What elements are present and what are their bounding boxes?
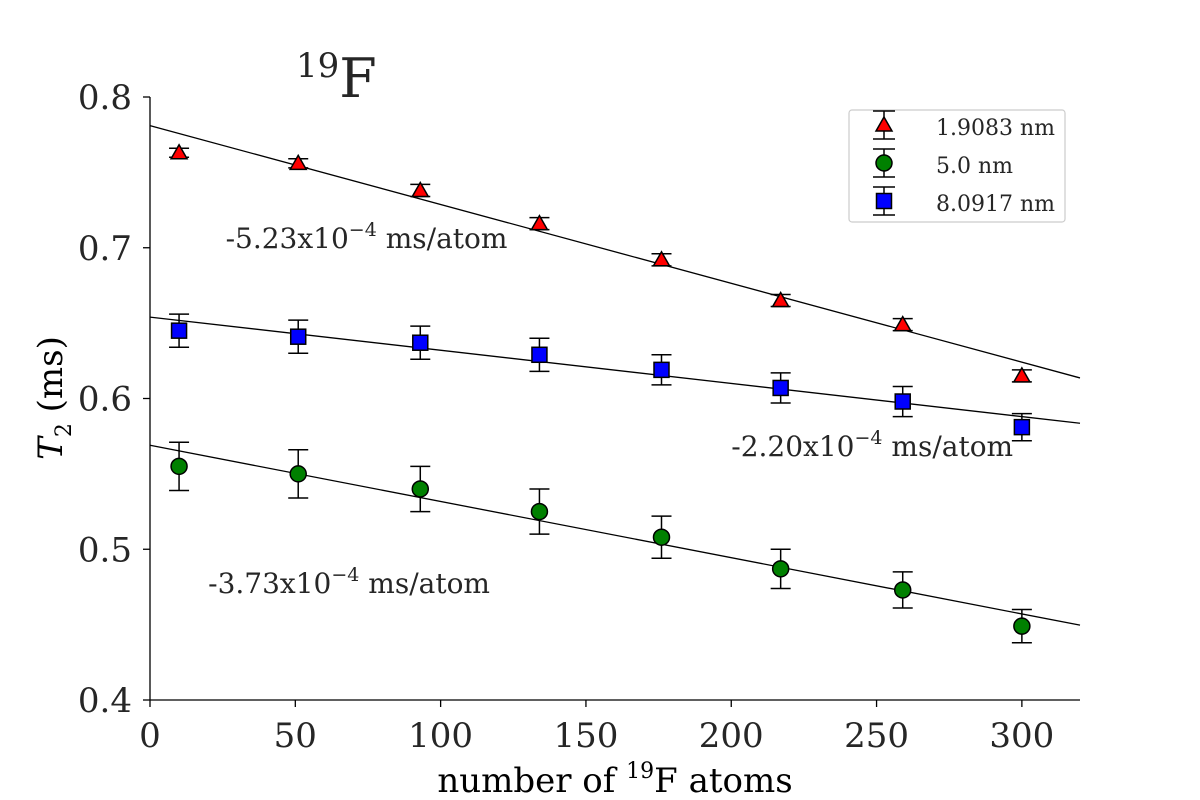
data-point-circle: [530, 502, 549, 521]
slope-annotation-3: -3.73x10−4 ms/atom: [208, 564, 490, 600]
y-axis-title-post: (ms): [31, 336, 71, 423]
data-point-triangle: [652, 250, 671, 267]
x-tick-label: 200: [699, 716, 764, 756]
data-point-circle: [411, 480, 430, 498]
legend-label-3: 8.0917 nm: [936, 192, 1055, 217]
y-axis-title-italic: T: [31, 435, 71, 460]
y-axis-title-sub: 2: [52, 423, 77, 437]
data-point-circle: [170, 457, 188, 476]
data-point-triangle: [530, 214, 549, 231]
legend-label-2: 5.0 nm: [936, 154, 1013, 179]
x-axis-title: number of 19F atoms: [437, 759, 792, 800]
slope-annotation-1: -5.23x10−4 ms/atom: [226, 219, 508, 255]
x-axis-title-post: F atoms: [654, 761, 793, 800]
data-point-circle: [289, 465, 307, 483]
data-point-square: [894, 393, 911, 410]
x-axis-title-pre: number of: [437, 761, 626, 800]
data-point-triangle: [410, 180, 430, 198]
data-point-circle: [1013, 617, 1031, 635]
legend: 1.9083 nm 5.0 nm 8.0917 nm: [848, 109, 1066, 223]
x-tick-label: 100: [408, 716, 473, 756]
y-tick-label: 0.8: [78, 78, 132, 118]
data-markers: [169, 143, 1032, 644]
x-axis-title-sup: 19: [626, 759, 654, 784]
x-tick-label: 250: [844, 716, 909, 756]
y-tick-label: 0.4: [78, 681, 132, 721]
x-tick-label: 50: [274, 716, 317, 756]
fit-line-3: [149, 316, 1081, 424]
chart-title: 19F: [296, 46, 377, 110]
data-point-triangle: [288, 153, 308, 171]
data-point-triangle: [771, 291, 790, 308]
title-main: F: [339, 47, 376, 110]
x-tick-label: 150: [553, 716, 618, 756]
data-point-square: [170, 322, 188, 339]
data-point-square: [653, 361, 670, 379]
title-superscript: 19: [296, 46, 339, 86]
y-axis-title: T2 (ms): [31, 336, 77, 460]
y-tick-label: 0.6: [78, 380, 132, 420]
data-point-square: [289, 328, 307, 345]
y-tick-label: 0.5: [78, 530, 132, 570]
axes: 0 50 100 150 200 250 300 0.4 0.5 0.6 0.7 0.8: [78, 78, 1080, 756]
legend-marker-circle: [875, 154, 893, 172]
data-point-triangle: [1012, 366, 1032, 383]
data-point-circle: [893, 581, 912, 599]
data-point-square: [531, 346, 548, 364]
data-point-square: [1013, 418, 1031, 436]
legend-marker-triangle: [874, 115, 894, 132]
slope-annotations: -5.23x10−4 ms/atom -2.20x10−4 ms/atom -3.7…: [208, 219, 1013, 600]
slope-annotation-2: -2.20x10−4 ms/atom: [731, 427, 1013, 463]
legend-frame: [848, 109, 1066, 223]
legend-marker-square: [875, 192, 893, 210]
data-point-square: [412, 334, 429, 351]
data-point-circle: [652, 528, 671, 546]
data-point-circle: [771, 560, 790, 578]
x-tick-label: 0: [139, 716, 161, 756]
data-point-square: [772, 379, 789, 397]
data-point-triangle: [893, 315, 913, 332]
x-tick-label: 300: [989, 716, 1054, 756]
data-point-triangle: [169, 143, 189, 160]
y-tick-label: 0.7: [78, 229, 132, 269]
legend-label-1: 1.9083 nm: [936, 116, 1055, 141]
legend-swatches: [873, 110, 895, 216]
